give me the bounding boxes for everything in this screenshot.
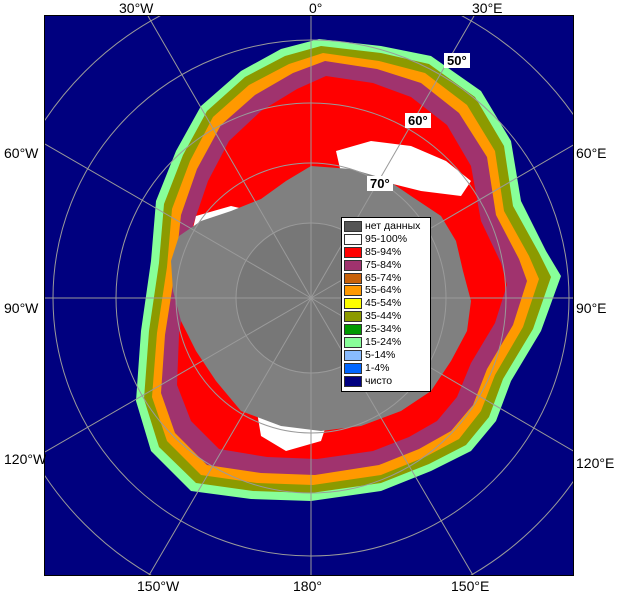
lon-label-120e: 120°E xyxy=(576,455,615,471)
legend-swatch xyxy=(344,324,362,336)
legend-swatch xyxy=(344,311,362,323)
lon-label-120w: 120°W xyxy=(4,451,47,467)
lon-label-60e: 60°E xyxy=(576,145,607,161)
legend-swatch xyxy=(344,336,362,348)
legend-swatch xyxy=(344,375,362,387)
legend-label: 25-34% xyxy=(365,323,402,336)
legend-label: 15-24% xyxy=(365,335,402,348)
legend-label: 35-44% xyxy=(365,310,402,323)
sea-ice-concentration-map: 50° 60° 70° нет данных 95-100% 85-94% 75-84… xyxy=(44,15,574,576)
legend-item: 85-94% xyxy=(344,246,428,259)
legend-swatch xyxy=(344,362,362,374)
lon-label-150e: 150°E xyxy=(451,578,490,594)
legend-label: 65-74% xyxy=(365,271,402,284)
legend-item: 45-54% xyxy=(344,297,428,310)
legend-label: чисто xyxy=(365,374,393,387)
legend-item: 25-34% xyxy=(344,323,428,336)
legend-swatch xyxy=(344,285,362,297)
lon-label-0: 0° xyxy=(309,0,323,16)
legend-item: чисто xyxy=(344,375,428,388)
latitude-label-60: 60° xyxy=(405,113,431,128)
lon-label-180: 180° xyxy=(293,578,322,594)
legend-swatch xyxy=(344,272,362,284)
legend-label: 95-100% xyxy=(365,232,408,245)
legend-item: 15-24% xyxy=(344,336,428,349)
legend-label: 75-84% xyxy=(365,258,402,271)
legend-label: 1-4% xyxy=(365,361,390,374)
legend-label: 55-64% xyxy=(365,284,402,297)
lon-label-90w: 90°W xyxy=(4,300,39,316)
legend-swatch xyxy=(344,298,362,310)
ice-band-95-100-a xyxy=(336,141,471,196)
lon-label-90e: 90°E xyxy=(576,300,607,316)
lon-label-30w: 30°W xyxy=(119,0,154,16)
legend-label: нет данных xyxy=(365,219,421,232)
lon-label-30e: 30°E xyxy=(472,0,503,16)
legend-swatch xyxy=(344,220,362,232)
legend-item: 95-100% xyxy=(344,233,428,246)
legend-label: 85-94% xyxy=(365,245,402,258)
lon-label-60w: 60°W xyxy=(4,145,39,161)
legend-label: 5-14% xyxy=(365,348,396,361)
legend-item: 65-74% xyxy=(344,272,428,285)
legend-label: 45-54% xyxy=(365,297,402,310)
legend-item: 1-4% xyxy=(344,362,428,375)
legend-swatch xyxy=(344,246,362,258)
legend-swatch xyxy=(344,259,362,271)
legend-item: 55-64% xyxy=(344,284,428,297)
legend-item: 75-84% xyxy=(344,259,428,272)
legend-item: 35-44% xyxy=(344,310,428,323)
latitude-label-50: 50° xyxy=(444,53,470,68)
latitude-label-70: 70° xyxy=(367,176,393,191)
legend-item: нет данных xyxy=(344,220,428,233)
legend-swatch xyxy=(344,233,362,245)
legend: нет данных 95-100% 85-94% 75-84% 65-74% 55-64… xyxy=(341,217,431,392)
legend-item: 5-14% xyxy=(344,349,428,362)
legend-swatch xyxy=(344,349,362,361)
lon-label-150w: 150°W xyxy=(137,578,180,594)
map-canvas xyxy=(45,16,573,575)
